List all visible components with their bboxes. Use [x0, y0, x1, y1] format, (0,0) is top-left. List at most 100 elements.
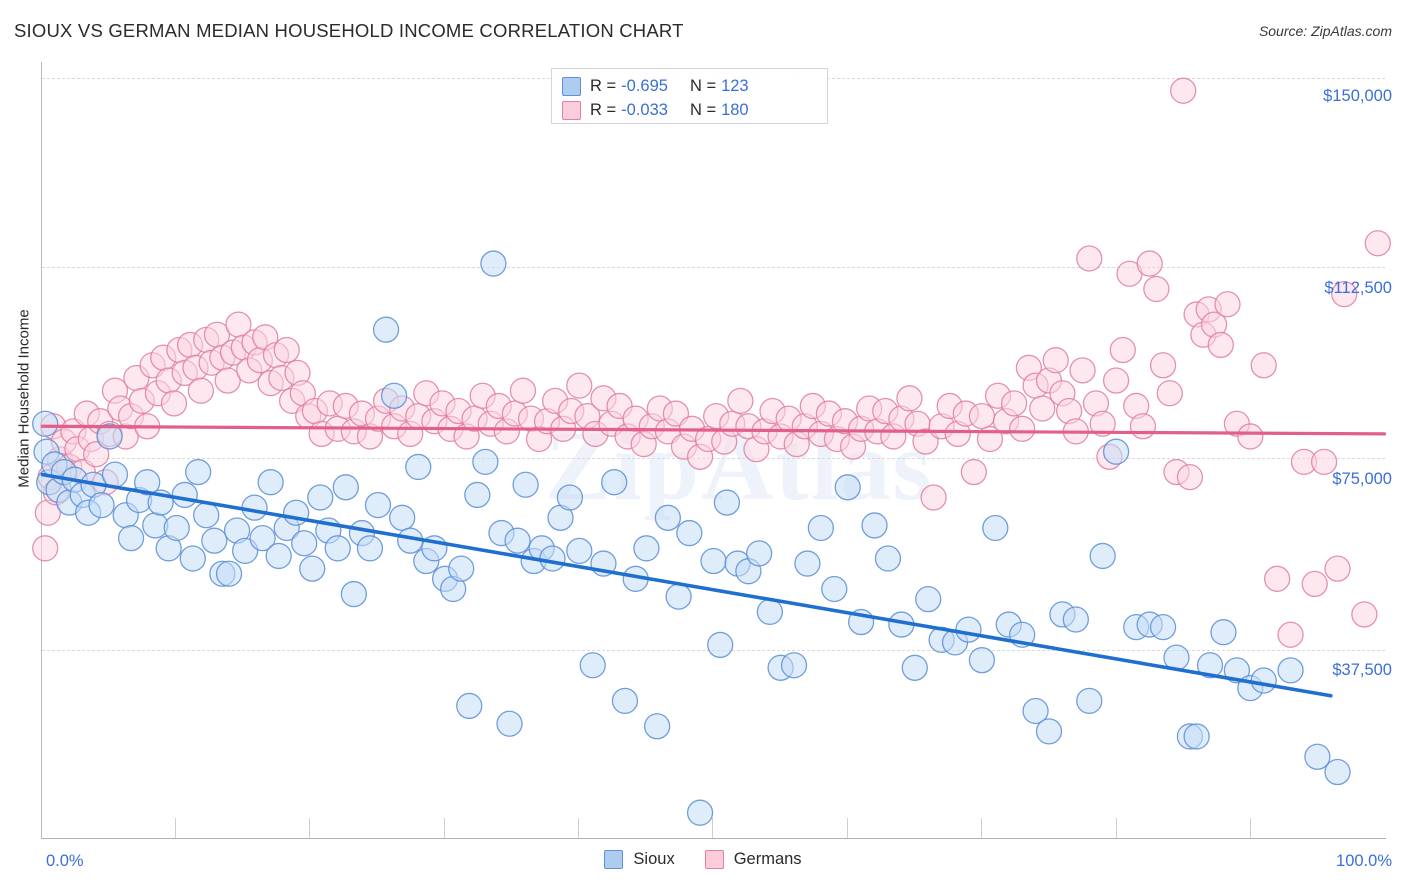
gridline-112500: [42, 267, 1385, 268]
data-point: [464, 481, 491, 509]
x-tick-8: [1116, 818, 1117, 838]
data-point: [727, 387, 754, 415]
legend-swatch-sioux: [604, 850, 624, 869]
data-point: [117, 524, 145, 552]
sioux-points: [32, 250, 1351, 826]
data-point: [579, 652, 606, 679]
data-point: [1009, 415, 1036, 442]
data-point: [88, 491, 115, 519]
data-point: [1250, 352, 1277, 379]
data-point: [1035, 718, 1063, 745]
data-point: [1149, 613, 1177, 641]
data-point: [101, 461, 129, 488]
legend-label-germans: Germans: [733, 850, 802, 868]
stats-swatch-sioux: [562, 76, 581, 96]
stats-row-sioux: R = -0.695 N = 123: [562, 74, 817, 98]
data-point: [968, 647, 996, 674]
data-point: [780, 652, 808, 679]
data-point: [249, 524, 276, 552]
data-point: [662, 400, 690, 427]
y-tick-label-75000: $75,000: [1332, 470, 1392, 488]
stats-r-value-germans: -0.033: [621, 100, 668, 119]
x-tick-7: [981, 818, 982, 838]
stats-n-label-germans: N =: [689, 100, 717, 119]
data-point: [380, 382, 408, 409]
data-point: [1089, 410, 1116, 437]
data-point: [1076, 687, 1103, 714]
data-point: [756, 598, 784, 626]
data-point: [1277, 621, 1304, 648]
data-point: [960, 458, 987, 486]
page-title: SIOUX VS GERMAN MEDIAN HOUSEHOLD INCOME …: [14, 20, 684, 41]
data-point: [1214, 291, 1241, 318]
data-point: [1183, 723, 1210, 750]
data-point: [1250, 667, 1277, 694]
data-point: [1196, 652, 1224, 679]
data-point: [1069, 357, 1096, 384]
data-point: [257, 469, 284, 496]
data-point: [32, 535, 59, 562]
x-tick-5: [712, 818, 713, 838]
data-point: [1351, 601, 1378, 628]
data-point: [472, 448, 499, 476]
data-point: [291, 530, 318, 557]
data-point: [643, 713, 671, 740]
y-tick-label-112500: $112,500: [1324, 279, 1392, 297]
data-point: [372, 316, 400, 343]
data-point: [201, 527, 228, 554]
data-point: [389, 504, 416, 531]
data-point: [955, 616, 982, 643]
data-point: [1170, 77, 1197, 104]
data-point: [1331, 280, 1358, 308]
data-point: [134, 469, 161, 496]
data-point: [1143, 275, 1170, 303]
data-point: [676, 519, 703, 547]
data-point: [1062, 606, 1089, 633]
data-point: [713, 489, 741, 516]
data-point: [32, 410, 59, 437]
x-tick-2: [309, 818, 310, 838]
stats-r-label-germans: R =: [590, 100, 617, 119]
data-point: [633, 535, 660, 562]
legend-item-germans[interactable]: Germans: [704, 850, 802, 869]
data-point: [299, 555, 326, 582]
data-point: [601, 469, 628, 496]
data-point: [1324, 758, 1351, 786]
data-point: [340, 580, 367, 608]
data-point: [539, 545, 566, 572]
data-point: [821, 575, 848, 603]
data-point: [1176, 463, 1204, 491]
data-point: [496, 710, 523, 737]
data-point: [307, 484, 334, 511]
data-point: [1029, 395, 1056, 422]
data-point: [215, 560, 243, 587]
x-axis-line: [41, 838, 1386, 839]
data-point: [1310, 448, 1338, 476]
stats-r-value-sioux: -0.695: [621, 76, 668, 95]
data-point: [1129, 413, 1157, 440]
y-tick-label-37500: $37,500: [1332, 661, 1392, 679]
trend-line: [40, 472, 1333, 698]
data-point: [193, 502, 220, 529]
scatter-points-layer: [32, 77, 1391, 826]
x-tick-label-min: 0.0%: [46, 852, 84, 870]
data-point: [1304, 743, 1331, 770]
data-point: [1076, 245, 1103, 272]
data-point: [1102, 367, 1130, 394]
x-tick-3: [444, 818, 445, 838]
stats-n-value-sioux: 123: [721, 76, 749, 95]
data-point: [1089, 542, 1116, 570]
y-axis-title: Median Household Income: [15, 309, 33, 488]
data-point: [1042, 347, 1069, 374]
data-point: [834, 474, 861, 501]
data-point: [566, 537, 593, 565]
data-point: [1364, 230, 1391, 257]
x-tick-label-max: 100.0%: [1336, 852, 1392, 870]
data-point: [901, 654, 928, 681]
data-point: [1000, 390, 1028, 417]
stats-n-value-germans: 180: [721, 100, 749, 119]
plot-area: [32, 62, 1391, 838]
data-point: [163, 514, 190, 542]
legend-item-sioux[interactable]: Sioux: [604, 850, 675, 869]
data-point: [504, 527, 531, 554]
